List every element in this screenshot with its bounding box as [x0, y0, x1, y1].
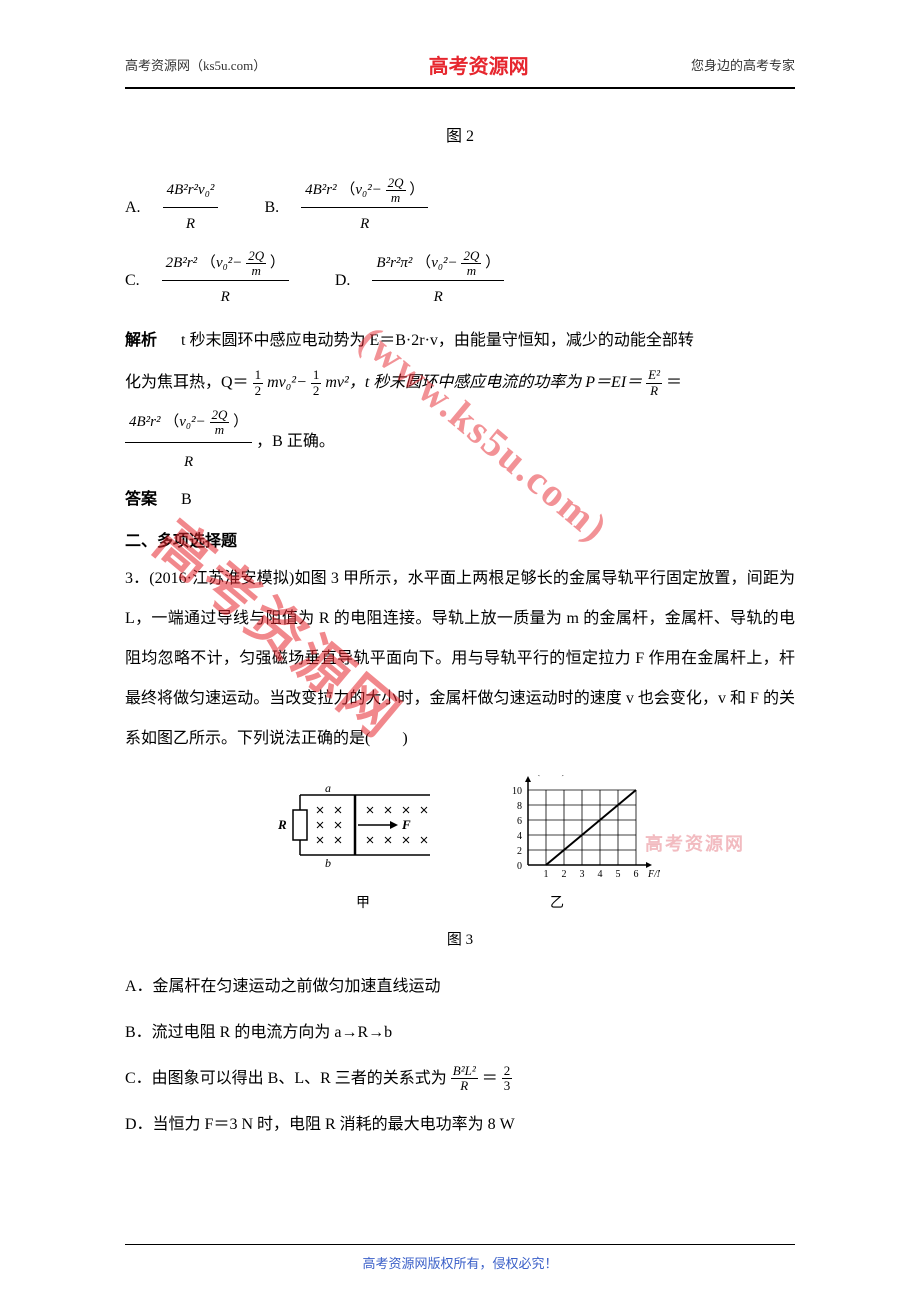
svg-text:4: 4 — [517, 831, 522, 842]
two-thirds: 23 — [502, 1064, 513, 1094]
svg-text:1: 1 — [544, 869, 549, 880]
svg-text:v/(m·s⁻¹): v/(m·s⁻¹) — [530, 775, 566, 777]
footer-divider — [125, 1244, 795, 1245]
option-b-label: B. — [264, 190, 279, 225]
question-3-text: 3．(2016·江苏淮安模拟)如图 3 甲所示，水平面上两根足够长的金属导轨平行… — [125, 559, 795, 759]
page-header: 高考资源网（ks5u.com） 高考资源网 您身边的高考专家 — [0, 0, 920, 87]
q3-option-d: D．当恒力 F＝3 N 时，电阻 R 消耗的最大电功率为 8 W — [125, 1109, 795, 1141]
one-half-2: 12 — [311, 368, 322, 398]
answer-value: B — [181, 491, 192, 508]
svg-text:5: 5 — [616, 869, 621, 880]
question-3-options: A．金属杆在匀速运动之前做匀加速直线运动 B．流过电阻 R 的电流方向为 a→R… — [125, 971, 795, 1141]
figure-3-label: 图 3 — [125, 924, 795, 957]
option-c-fraction: 2B²r² （v₀²− 2Qm ） R — [162, 247, 289, 314]
q3-option-c: C．由图象可以得出 B、L、R 三者的关系式为 B²L²R ＝ 23 — [125, 1063, 795, 1095]
svg-text:R: R — [277, 817, 287, 832]
figure-2-label: 图 2 — [125, 119, 795, 154]
page-footer: 高考资源网版权所有，侵权必究！ — [0, 1244, 920, 1272]
svg-text:b: b — [325, 856, 331, 870]
analysis-label: 解析 — [125, 332, 157, 349]
footer-text: 高考资源网版权所有，侵权必究！ — [0, 1253, 920, 1272]
svg-text:a: a — [325, 781, 331, 795]
option-a-label: A. — [125, 190, 141, 225]
option-a-fraction: 4B²r²v₀² R — [163, 174, 219, 241]
svg-text:2: 2 — [517, 846, 522, 857]
svg-text:3: 3 — [580, 869, 585, 880]
option-b-fraction: 4B²r² （v₀²− 2Qm ） R — [301, 174, 428, 241]
main-content: 图 2 A. 4B²r²v₀² R B. 4B²r² （v₀²− 2Qm ） R… — [0, 89, 920, 1141]
analysis-block: 解析 t 秒末圆环中感应电动势为 E＝B·2r·v，由能量守恒知，减少的动能全部… — [125, 320, 795, 482]
one-half-1: 12 — [253, 368, 264, 398]
sub-captions: 甲 乙 — [125, 889, 795, 920]
svg-text:2: 2 — [562, 869, 567, 880]
header-right: 您身边的高考专家 — [691, 55, 795, 74]
section-2-title: 二、多项选择题 — [125, 524, 795, 559]
svg-text:0: 0 — [517, 861, 522, 872]
svg-text:10: 10 — [512, 786, 522, 797]
header-center: 高考资源网 — [429, 50, 529, 79]
option-d-fraction: B²r²π² （v₀²− 2Qm ） R — [372, 247, 504, 314]
figure-3-area: a b R F 0 2 4 — [125, 775, 795, 885]
option-d-label: D. — [335, 263, 351, 298]
q3-option-b: B．流过电阻 R 的电流方向为 a→R→b — [125, 1017, 795, 1049]
header-left: 高考资源网（ks5u.com） — [125, 55, 266, 74]
q3-option-a: A．金属杆在匀速运动之前做匀加速直线运动 — [125, 971, 795, 1003]
svg-text:6: 6 — [634, 869, 639, 880]
final-fraction: 4B²r² （v₀²− 2Qm ） R — [125, 403, 252, 482]
circuit-diagram: a b R F — [260, 775, 440, 875]
svg-text:F: F — [401, 817, 411, 832]
svg-text:F/N: F/N — [647, 869, 660, 880]
e-squared-over-r: E²R — [646, 368, 662, 398]
answer-line: 答案 B — [125, 482, 795, 517]
options-row-cd: C. 2B²r² （v₀²− 2Qm ） R D. B²r²π² （v₀²− 2… — [125, 247, 795, 314]
option-c-label: C. — [125, 263, 140, 298]
answer-label: 答案 — [125, 491, 157, 508]
svg-text:4: 4 — [598, 869, 603, 880]
svg-text:6: 6 — [517, 816, 522, 827]
options-row-ab: A. 4B²r²v₀² R B. 4B²r² （v₀²− 2Qm ） R — [125, 174, 795, 241]
svg-text:8: 8 — [517, 801, 522, 812]
velocity-force-graph: 0246810123456v/(m·s⁻¹)F/N — [500, 775, 660, 885]
bl-over-r: B²L²R — [451, 1064, 478, 1094]
